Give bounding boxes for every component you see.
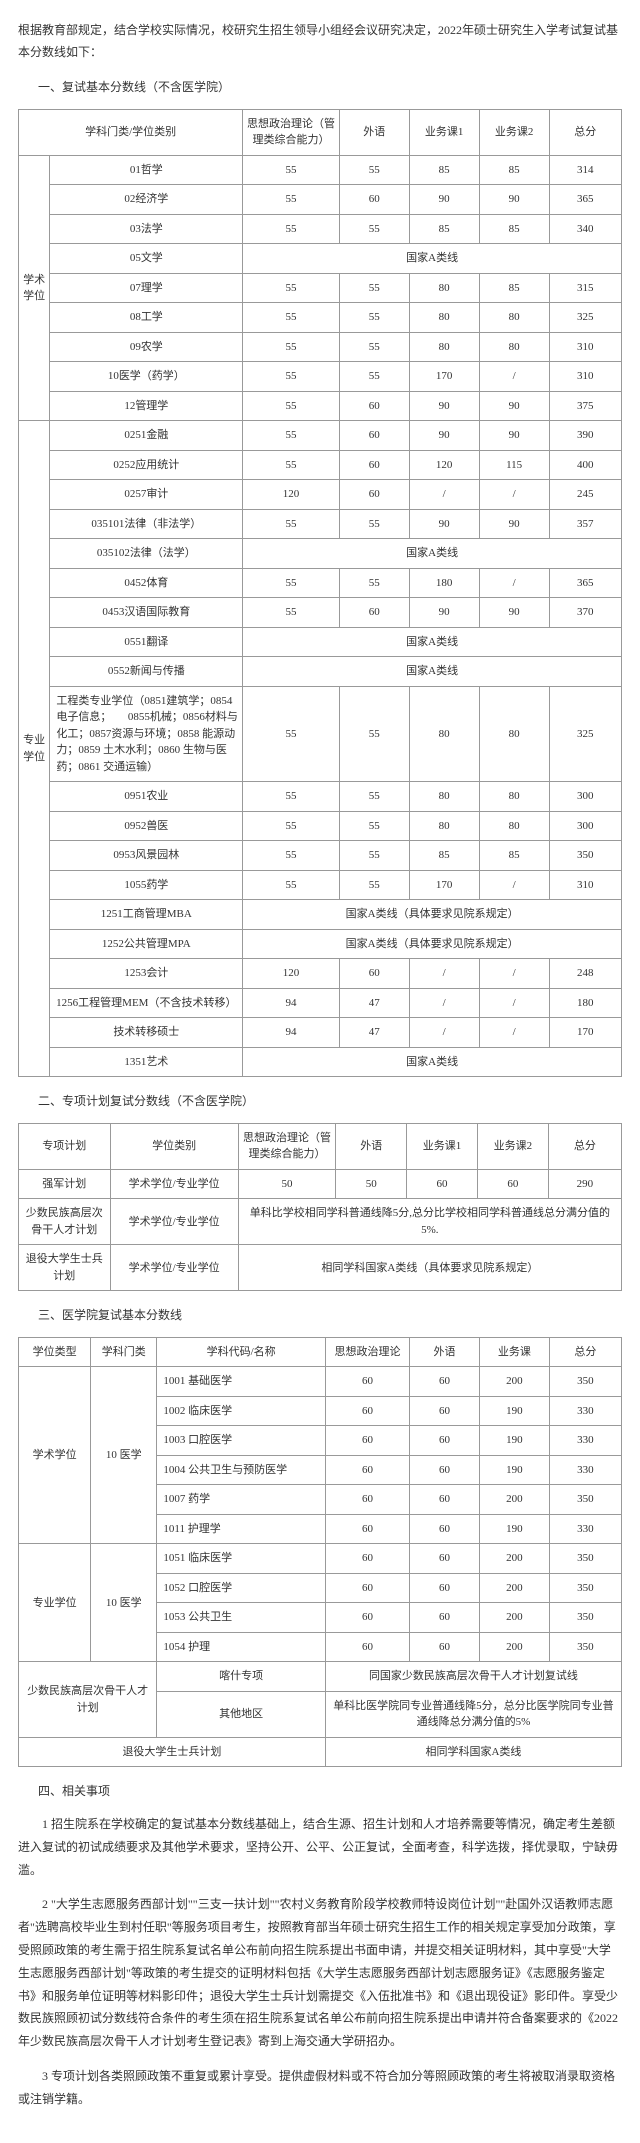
- h-c1: 业务课1: [409, 109, 479, 155]
- note-1: 1 招生院系在学校确定的复试基本分数线基础上，结合生源、招生计划和人才培养需要等…: [18, 1813, 622, 1881]
- h-total: 总分: [549, 109, 621, 155]
- section2-title: 二、专项计划复试分数线（不含医学院）: [38, 1091, 622, 1113]
- section1-title: 一、复试基本分数线（不含医学院）: [38, 77, 622, 99]
- h-plan: 专项计划: [19, 1123, 111, 1169]
- h-c2: 业务课2: [479, 109, 549, 155]
- disc: 01哲学: [50, 155, 243, 185]
- notes: 1 招生院系在学校确定的复试基本分数线基础上，结合生源、招生计划和人才培养需要等…: [18, 1813, 622, 2111]
- h-foreign: 外语: [339, 109, 409, 155]
- section3-title: 三、医学院复试基本分数线: [38, 1305, 622, 1327]
- section4-title: 四、相关事项: [38, 1781, 622, 1803]
- note-3: 3 专项计划各类照顾政策不重复或累计享受。提供虚假材料或不符合加分等照顾政策的考…: [18, 2065, 622, 2111]
- table-2: 专项计划 学位类别 思想政治理论（管理类综合能力） 外语 业务课1 业务课2 总…: [18, 1123, 622, 1292]
- note-2: 2 "大学生志愿服务西部计划""三支一扶计划""农村义务教育阶段学校教师特设岗位…: [18, 1893, 622, 2053]
- intro: 根据教育部规定，结合学校实际情况，校研究生招生领导小组经会议研究决定，2022年…: [18, 20, 622, 63]
- cat-academic: 学术学位: [19, 155, 50, 421]
- h-degcat: 学位类别: [110, 1123, 238, 1169]
- cat-prof: 专业学位: [19, 421, 50, 1077]
- h-disc: 学科门类/学位类别: [19, 109, 243, 155]
- table-1: 学科门类/学位类别 思想政治理论（管理类综合能力） 外语 业务课1 业务课2 总…: [18, 109, 622, 1078]
- table-3: 学位类型 学科门类 学科代码/名称 思想政治理论 外语 业务课 总分 学术学位 …: [18, 1337, 622, 1768]
- h-politics: 思想政治理论（管理类综合能力）: [243, 109, 339, 155]
